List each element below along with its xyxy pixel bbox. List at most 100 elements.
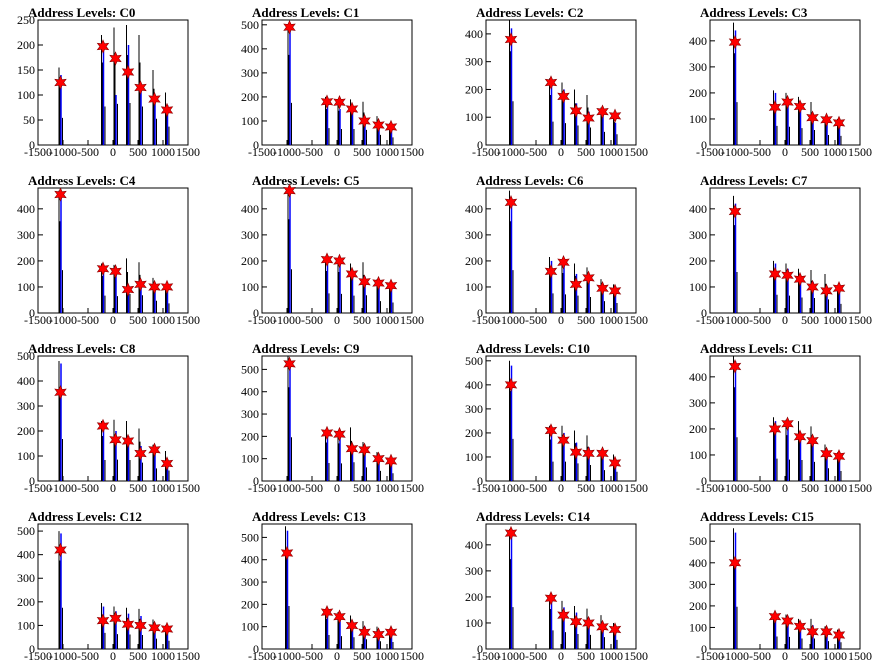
- peak-marker: [806, 624, 819, 640]
- peak-marker: [320, 252, 334, 267]
- x-tick-label: 1000: [375, 481, 399, 495]
- peak-marker: [283, 356, 296, 372]
- peak-marker: [608, 622, 622, 637]
- panel-title: Address Levels: C12: [28, 509, 142, 524]
- y-tick-label: 300: [689, 228, 707, 242]
- y-tick-label: 200: [465, 426, 483, 440]
- x-tick-label: -500: [525, 481, 547, 495]
- peak-marker: [345, 266, 359, 282]
- peak-marker: [781, 613, 794, 629]
- panel-c14: Address Levels: C14 0 100 200 300 400 -1500-10…: [465, 509, 648, 663]
- x-tick-label: -1500: [472, 313, 500, 327]
- peak-marker: [134, 277, 147, 292]
- y-tick-label: 0: [477, 474, 483, 488]
- peak-marker: [358, 113, 371, 129]
- y-tick-label: 0: [253, 474, 259, 488]
- peak-marker: [781, 416, 794, 431]
- x-tick-label: -1500: [24, 649, 52, 663]
- x-tick-label: -1500: [472, 649, 500, 663]
- panel-title: Address Levels: C0: [28, 5, 135, 20]
- x-tick-label: 500: [577, 481, 595, 495]
- x-tick-label: 500: [129, 649, 147, 663]
- peak-marker: [345, 101, 359, 117]
- peak-marker: [569, 277, 583, 292]
- peak-marker: [148, 620, 161, 636]
- peak-marker: [768, 266, 782, 282]
- x-tick-label: 1000: [151, 313, 175, 327]
- peak-marker: [121, 282, 135, 297]
- x-tick-label: 1500: [624, 481, 648, 495]
- x-tick-label: 500: [353, 313, 371, 327]
- peak-marker: [793, 99, 807, 114]
- x-tick-label: -500: [525, 313, 547, 327]
- x-tick-label: 500: [353, 145, 371, 159]
- peak-marker: [109, 432, 122, 448]
- x-tick-label: -1000: [273, 145, 301, 159]
- panel-c12: Address Levels: C12 0 100 200 300 400 500 -1500…: [17, 509, 200, 663]
- panel-c0: Address Levels: C0 0 50 100 150 200 250 -1500-1…: [17, 5, 200, 159]
- peak-marker: [781, 267, 794, 283]
- peak-marker: [557, 607, 570, 623]
- y-tick-label: 400: [241, 385, 259, 399]
- y-tick-label: 300: [17, 228, 35, 242]
- peak-marker: [109, 611, 122, 626]
- x-tick-label: -1500: [24, 145, 52, 159]
- y-tick-label: 0: [701, 306, 707, 320]
- y-tick-label: 200: [241, 597, 259, 611]
- peak-marker: [54, 542, 67, 558]
- peak-marker: [569, 614, 583, 629]
- peak-marker: [96, 261, 110, 276]
- y-tick-label: 200: [689, 86, 707, 100]
- y-tick-label: 100: [241, 452, 259, 466]
- y-tick-label: 100: [17, 280, 35, 294]
- x-tick-label: 1500: [848, 649, 872, 663]
- y-tick-label: 0: [253, 642, 259, 656]
- peak-marker: [160, 621, 174, 637]
- x-tick-label: -1000: [497, 649, 525, 663]
- y-tick-label: 400: [689, 556, 707, 570]
- x-tick-label: 1500: [624, 145, 648, 159]
- peak-marker: [283, 183, 296, 198]
- peak-marker: [820, 283, 833, 299]
- panel-c15: Address Levels: C15 0 100 200 300 400 500 -1500…: [689, 509, 872, 663]
- x-tick-label: -1500: [24, 481, 52, 495]
- x-tick-label: 1500: [624, 649, 648, 663]
- y-tick-label: 500: [241, 18, 259, 32]
- x-tick-label: -500: [749, 145, 771, 159]
- y-tick-label: 100: [241, 114, 259, 128]
- peak-marker: [134, 446, 147, 461]
- x-tick-label: 1000: [151, 649, 175, 663]
- peak-marker: [596, 619, 609, 635]
- panel-title: Address Levels: C3: [700, 5, 808, 20]
- y-tick-label: 300: [465, 564, 483, 578]
- peak-marker: [384, 625, 398, 640]
- x-tick-label: -1000: [721, 145, 749, 159]
- y-tick-label: 200: [17, 254, 35, 268]
- x-tick-label: 0: [558, 649, 564, 663]
- x-tick-label: -1000: [497, 313, 525, 327]
- y-tick-label: 100: [17, 88, 35, 102]
- peak-marker: [608, 108, 622, 124]
- y-tick-label: 200: [241, 254, 259, 268]
- y-tick-label: 300: [241, 228, 259, 242]
- y-tick-label: 500: [17, 524, 35, 538]
- x-tick-label: 500: [353, 649, 371, 663]
- x-tick-label: 1000: [599, 649, 623, 663]
- y-tick-label: 400: [465, 202, 483, 216]
- y-tick-label: 200: [465, 82, 483, 96]
- y-tick-label: 100: [17, 618, 35, 632]
- peak-marker: [320, 425, 334, 441]
- peak-marker: [134, 80, 147, 95]
- peak-marker: [372, 627, 385, 642]
- x-tick-label: -1000: [497, 145, 525, 159]
- peak-marker: [333, 94, 346, 110]
- y-tick-label: 0: [701, 642, 707, 656]
- x-tick-label: 1500: [400, 145, 424, 159]
- y-tick-label: 100: [465, 616, 483, 630]
- x-tick-label: 0: [782, 313, 788, 327]
- x-tick-label: 1000: [151, 481, 175, 495]
- x-tick-label: 0: [110, 313, 116, 327]
- panel-c6: Address Levels: C6 0 100 200 300 400 -1500-100…: [465, 173, 648, 327]
- peak-marker: [54, 187, 67, 202]
